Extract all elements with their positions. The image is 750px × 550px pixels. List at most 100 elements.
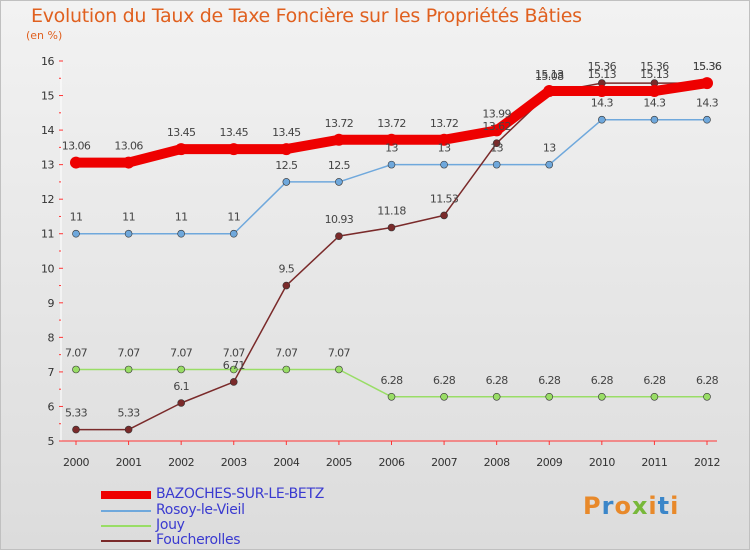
data-point: [438, 133, 451, 146]
data-point: [545, 392, 554, 401]
data-label: 15.36: [640, 60, 669, 73]
data-point: [440, 392, 448, 401]
y-tick-label: 5: [48, 435, 55, 448]
data-label: 6.28: [591, 374, 614, 387]
data-label: 13.45: [220, 126, 249, 139]
legend-label: Rosoy-le-Vieil: [156, 502, 245, 518]
data-point: [650, 392, 659, 401]
data-label: 11: [122, 211, 135, 224]
data-label: 13.62: [482, 120, 511, 133]
data-label: 15.36: [693, 60, 722, 73]
x-tick-label: 2003: [221, 456, 247, 469]
logo-letter: t: [657, 492, 671, 520]
data-label: 7.07: [328, 346, 351, 359]
data-point: [387, 160, 396, 169]
y-tick-label: 11: [41, 228, 54, 241]
y-tick-label: 8: [48, 331, 55, 344]
data-point: [335, 232, 343, 240]
data-label: 15.36: [693, 60, 722, 73]
data-point: [440, 160, 448, 169]
data-label: 11.53: [430, 192, 459, 205]
data-label: 13.72: [430, 117, 459, 130]
x-tick-label: 2000: [63, 456, 89, 469]
logo-letter: i: [670, 492, 680, 520]
data-label: 6.28: [380, 374, 403, 387]
data-label: 5.33: [65, 407, 88, 420]
data-point: [387, 223, 396, 232]
data-label: 7.07: [65, 346, 88, 359]
y-tick-label: 14: [41, 124, 54, 137]
legend-label: Jouy: [156, 517, 185, 533]
data-label: 6.28: [486, 374, 509, 387]
x-tick-label: 2011: [641, 456, 667, 469]
data-label: 15.13: [535, 68, 564, 81]
data-point: [227, 143, 240, 156]
logo-letter: o: [614, 492, 632, 520]
data-label: 9.5: [278, 263, 294, 276]
data-point: [177, 229, 185, 238]
data-label: 13.72: [377, 117, 406, 130]
data-label: 15.08: [535, 70, 564, 83]
data-label: 6.28: [643, 374, 666, 387]
data-point: [177, 399, 185, 407]
x-tick-label: 2009: [536, 456, 562, 469]
data-point: [282, 365, 291, 374]
data-point: [492, 139, 501, 148]
data-label: 13.99: [482, 107, 511, 120]
chart-title: Evolution du Taux de Taxe Foncière sur l…: [31, 5, 582, 27]
data-label: 14.3: [643, 97, 666, 110]
data-point: [598, 392, 606, 401]
data-label: 6.28: [696, 374, 719, 387]
data-label: 13: [438, 142, 451, 155]
x-tick-label: 2010: [589, 456, 615, 469]
data-label: 7.07: [170, 346, 193, 359]
logo-letter: r: [601, 492, 615, 520]
data-label: 15.13: [640, 68, 669, 81]
data-point: [72, 365, 80, 374]
data-point: [175, 143, 188, 156]
data-point: [598, 115, 606, 124]
x-tick-label: 2012: [694, 456, 720, 469]
data-point: [492, 392, 501, 401]
data-point: [72, 229, 80, 238]
data-label: 7.07: [275, 346, 298, 359]
data-point: [332, 133, 345, 146]
y-tick-label: 13: [41, 159, 54, 172]
legend-label: BAZOCHES-SUR-LE-BETZ: [156, 486, 325, 502]
logo-letter: P: [583, 492, 602, 520]
logo-letter: x: [631, 492, 649, 520]
data-point: [543, 85, 556, 98]
data-label: 13: [385, 142, 398, 155]
data-label: 13.72: [325, 117, 354, 130]
data-point: [648, 85, 661, 98]
data-point: [282, 281, 291, 290]
data-label: 13: [543, 142, 556, 155]
chart-subtitle: (en %): [26, 29, 63, 42]
x-tick-label: 2006: [379, 456, 405, 469]
data-label: 6.71: [223, 359, 245, 372]
data-label: 7.07: [118, 346, 141, 359]
data-label: 6.28: [538, 374, 561, 387]
data-label: 11: [175, 211, 188, 224]
data-label: 11.18: [377, 205, 406, 218]
x-tick-label: 2002: [168, 456, 194, 469]
data-label: 12.5: [275, 159, 298, 172]
legend-label: Foucherolles: [156, 532, 241, 548]
data-point: [229, 365, 238, 374]
x-tick-label: 2001: [116, 456, 142, 469]
data-point: [703, 392, 711, 401]
data-point: [335, 178, 343, 186]
x-tick-label: 2004: [273, 456, 299, 469]
data-label: 13: [490, 142, 503, 155]
x-tick-label: 2005: [326, 456, 352, 469]
y-tick-label: 12: [41, 193, 54, 206]
data-point: [545, 160, 554, 169]
data-point: [440, 211, 448, 220]
data-label: 13.45: [272, 126, 301, 139]
data-label: 12.5: [328, 159, 351, 172]
data-label: 15.36: [588, 60, 617, 73]
data-point: [490, 124, 503, 137]
data-point: [229, 378, 238, 386]
data-point: [492, 160, 501, 169]
